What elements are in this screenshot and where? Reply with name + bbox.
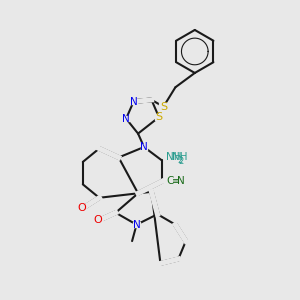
- Text: S: S: [155, 112, 163, 122]
- Bar: [155, 114, 163, 120]
- Text: O: O: [77, 203, 86, 213]
- Text: 2: 2: [178, 157, 184, 166]
- Text: S: S: [160, 102, 167, 112]
- Text: N: N: [140, 142, 148, 152]
- Text: ≡: ≡: [172, 176, 180, 186]
- Bar: [141, 144, 147, 150]
- Bar: [94, 217, 102, 224]
- Bar: [77, 205, 86, 211]
- Text: N: N: [130, 97, 137, 106]
- Bar: [165, 154, 181, 162]
- Text: C: C: [167, 176, 174, 186]
- Text: N: N: [122, 114, 130, 124]
- Bar: [130, 99, 137, 104]
- Text: N: N: [178, 176, 185, 186]
- Text: 2: 2: [178, 156, 183, 165]
- Bar: [159, 103, 168, 110]
- Text: O: O: [93, 215, 102, 225]
- Bar: [133, 222, 140, 227]
- Text: NH: NH: [166, 152, 181, 163]
- Bar: [167, 178, 182, 184]
- Bar: [123, 116, 129, 121]
- Text: N: N: [133, 220, 140, 230]
- Text: NH: NH: [172, 152, 187, 162]
